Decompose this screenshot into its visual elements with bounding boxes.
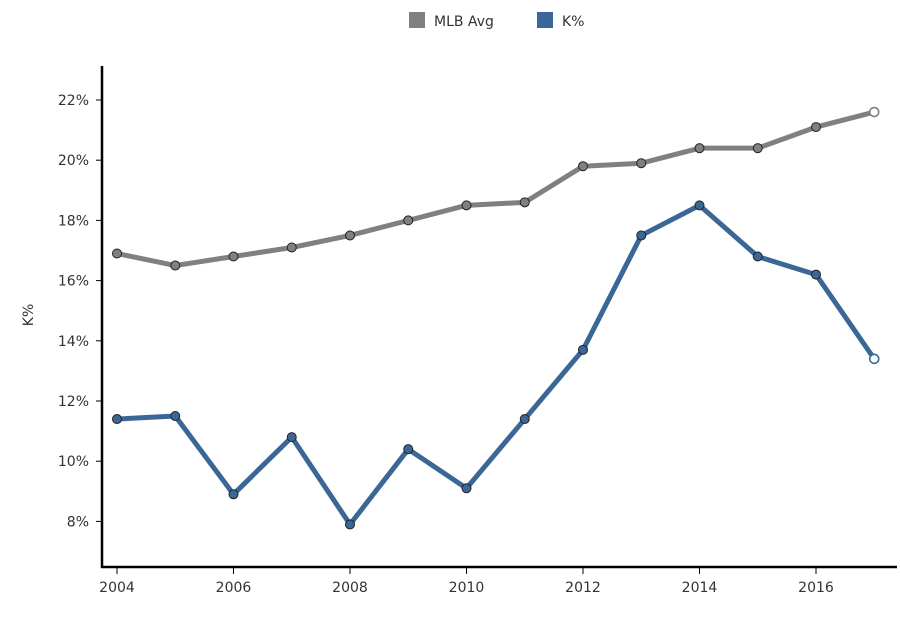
- data-point-mlb-avg[interactable]: [403, 215, 414, 226]
- data-point-mlb-avg[interactable]: [461, 200, 472, 211]
- data-point-k-pct[interactable]: [170, 411, 181, 422]
- data-point-mlb-avg[interactable]: [694, 143, 705, 154]
- data-point-k-pct[interactable]: [811, 269, 821, 280]
- data-point-k-pct[interactable]: [694, 200, 705, 211]
- y-tick-label: 20%: [58, 153, 89, 169]
- x-tick-label: 2016: [798, 580, 834, 596]
- data-point-k-pct[interactable]: [519, 414, 530, 425]
- legend-swatch-mlb-avg: [409, 12, 425, 28]
- data-point-mlb-avg[interactable]: [112, 248, 122, 259]
- legend-swatch-k-pct: [537, 12, 553, 28]
- x-tick-label: 2004: [99, 580, 135, 596]
- data-point-mlb-avg[interactable]: [578, 161, 588, 172]
- y-tick-label: 16%: [58, 274, 89, 290]
- x-tick-label: 2010: [449, 580, 485, 596]
- y-axis-label: K%: [21, 304, 37, 326]
- data-point-k-pct[interactable]: [403, 444, 414, 455]
- legend-label-k-pct: K%: [562, 14, 584, 30]
- data-point-k-pct[interactable]: [286, 432, 297, 443]
- x-tick-label: 2012: [565, 580, 601, 596]
- data-point-mlb-avg[interactable]: [170, 260, 181, 271]
- series-line-mlb-avg: [116, 109, 875, 269]
- y-tick-label: 14%: [58, 334, 89, 350]
- data-point-k-pct[interactable]: [578, 344, 588, 355]
- legend-label-mlb-avg: MLB Avg: [434, 14, 494, 30]
- data-point-mlb-avg[interactable]: [636, 158, 647, 169]
- data-point-k-pct[interactable]: [752, 251, 763, 262]
- data-point-k-pct[interactable]: [868, 353, 880, 365]
- y-tick-label: 8%: [67, 514, 89, 530]
- data-point-mlb-avg[interactable]: [752, 143, 763, 154]
- data-point-mlb-avg[interactable]: [228, 251, 239, 262]
- y-tick-label: 18%: [58, 213, 89, 229]
- y-tick-label: 12%: [58, 394, 89, 410]
- y-axis-ticks: 8% 10% 12% 14% 16% 18% 20% 22%: [58, 93, 102, 530]
- series-group: [112, 106, 880, 530]
- x-tick-label: 2014: [682, 580, 718, 596]
- data-point-mlb-avg[interactable]: [345, 230, 355, 241]
- data-point-k-pct[interactable]: [461, 483, 472, 494]
- data-point-k-pct[interactable]: [112, 414, 122, 425]
- data-point-k-pct[interactable]: [636, 230, 647, 241]
- legend: MLB Avg K%: [409, 12, 584, 30]
- y-tick-label: 10%: [58, 454, 89, 470]
- x-axis-ticks: 2004 2006 2008 2010 2012 2014 2016: [99, 567, 834, 596]
- data-point-k-pct[interactable]: [228, 489, 239, 500]
- data-point-mlb-avg[interactable]: [868, 106, 880, 118]
- series-line-k-pct: [116, 202, 877, 527]
- x-tick-label: 2008: [332, 580, 368, 596]
- data-point-mlb-avg[interactable]: [519, 197, 530, 208]
- y-tick-label: 22%: [58, 93, 89, 109]
- data-point-mlb-avg[interactable]: [811, 122, 821, 133]
- x-tick-label: 2006: [216, 580, 252, 596]
- data-point-mlb-avg[interactable]: [286, 242, 297, 253]
- data-point-k-pct[interactable]: [345, 519, 355, 530]
